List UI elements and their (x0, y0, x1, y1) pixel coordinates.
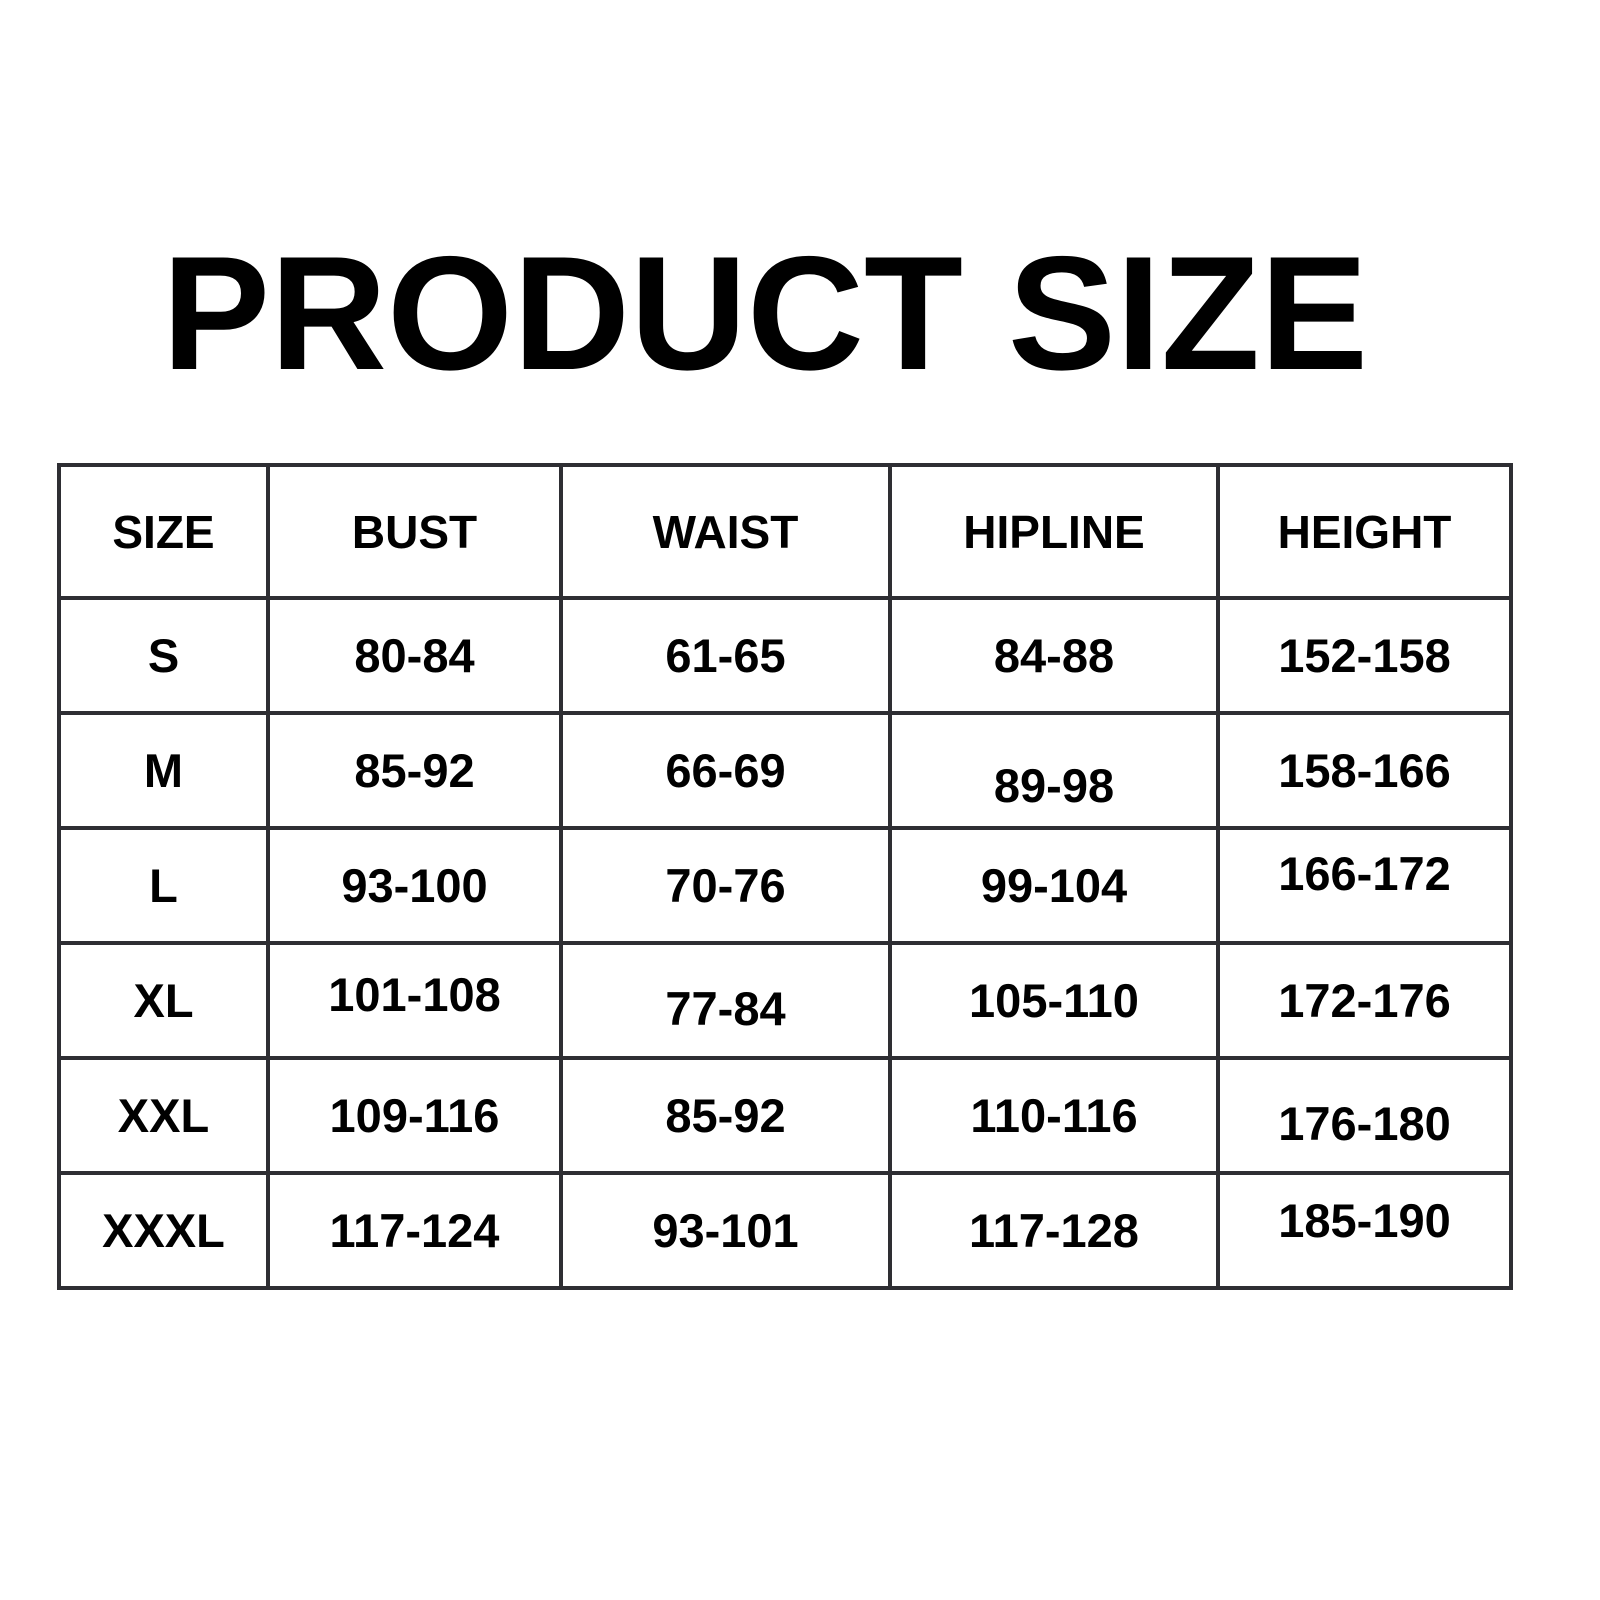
row-l-height: 166-172 (1220, 830, 1509, 941)
row-xl-height-value: 172-176 (1278, 974, 1451, 1027)
row-s-hipline-value: 84-88 (993, 629, 1115, 682)
row-l-hipline-value: 99-104 (980, 859, 1128, 912)
row-s-bust: 80-84 (270, 600, 559, 711)
column-header-waist: WAIST (563, 467, 888, 596)
row-s-waist: 61-65 (563, 600, 888, 711)
row-m-bust: 85-92 (270, 715, 559, 826)
row-l-hipline: 99-104 (892, 830, 1216, 941)
row-s-size: S (61, 600, 266, 711)
row-xl-hipline: 105-110 (892, 945, 1216, 1056)
column-header-hipline-label: HIPLINE (963, 505, 1145, 558)
column-header-bust: BUST (270, 467, 559, 596)
row-m-size-value: M (143, 744, 184, 797)
row-xxxl-hipline: 117-128 (892, 1175, 1216, 1286)
row-xl-waist-value: 77-84 (665, 982, 786, 1035)
row-xxxl-height-value: 185-190 (1278, 1194, 1451, 1247)
row-xxxl-size-value: XXXL (102, 1204, 225, 1257)
page-title: PRODUCT SIZE (161, 223, 1369, 404)
row-xxxl-bust-value: 117-124 (329, 1204, 500, 1257)
column-header-hipline: HIPLINE (892, 467, 1216, 596)
row-xl-hipline-value: 105-110 (969, 974, 1139, 1027)
column-header-height: HEIGHT (1220, 467, 1509, 596)
row-m-height: 158-166 (1220, 715, 1509, 826)
row-l-bust-value: 93-100 (341, 859, 488, 912)
row-xl-bust-value: 101-108 (328, 968, 501, 1021)
row-l-height-value: 166-172 (1278, 847, 1451, 900)
row-m-bust-value: 85-92 (354, 744, 475, 797)
row-xxl-hipline-value: 110-116 (970, 1089, 1138, 1142)
column-header-size-label: SIZE (112, 505, 215, 558)
column-header-waist-label: WAIST (652, 505, 799, 558)
row-xxl-size: XXL (61, 1060, 266, 1171)
row-xl-waist: 77-84 (563, 945, 888, 1056)
row-xl-bust: 101-108 (270, 945, 559, 1056)
row-xxl-size-value: XXL (117, 1089, 210, 1142)
row-xxl-height-value: 176-180 (1278, 1097, 1451, 1150)
row-xxxl-size: XXXL (61, 1175, 266, 1286)
row-xxl-bust-value: 109-116 (329, 1089, 500, 1142)
row-xxxl-bust: 117-124 (270, 1175, 559, 1286)
row-l-bust: 93-100 (270, 830, 559, 941)
row-m-size: M (61, 715, 266, 826)
row-xxl-height: 176-180 (1220, 1060, 1509, 1171)
row-m-waist-value: 66-69 (665, 744, 786, 797)
column-header-height-label: HEIGHT (1277, 505, 1452, 558)
row-xl-size-value: XL (133, 974, 194, 1027)
row-xxxl-waist: 93-101 (563, 1175, 888, 1286)
row-xxl-waist: 85-92 (563, 1060, 888, 1171)
row-s-waist-value: 61-65 (665, 629, 786, 682)
row-l-size: L (61, 830, 266, 941)
row-xl-size: XL (61, 945, 266, 1056)
row-s-bust-value: 80-84 (354, 629, 475, 682)
row-s-hipline: 84-88 (892, 600, 1216, 711)
row-s-size-value: S (147, 629, 180, 682)
row-m-hipline: 89-98 (892, 715, 1216, 826)
row-s-height-value: 152-158 (1278, 629, 1451, 682)
row-l-size-value: L (149, 859, 178, 912)
row-xxxl-hipline-value: 117-128 (969, 1204, 1139, 1257)
row-xl-height: 172-176 (1220, 945, 1509, 1056)
row-m-waist: 66-69 (563, 715, 888, 826)
row-xxl-bust: 109-116 (270, 1060, 559, 1171)
row-xxl-waist-value: 85-92 (665, 1089, 786, 1142)
row-xxxl-waist-value: 93-101 (652, 1204, 799, 1257)
column-header-size: SIZE (61, 467, 266, 596)
product-size-table: SIZE BUST WAIST HIPLINE HEIGHT S 80-84 6… (57, 463, 1513, 1290)
row-l-waist: 70-76 (563, 830, 888, 941)
row-xxxl-height: 185-190 (1220, 1175, 1509, 1286)
row-xxl-hipline: 110-116 (892, 1060, 1216, 1171)
column-header-bust-label: BUST (351, 505, 478, 558)
row-s-height: 152-158 (1220, 600, 1509, 711)
row-m-hipline-value: 89-98 (993, 759, 1115, 812)
row-l-waist-value: 70-76 (665, 859, 786, 912)
row-m-height-value: 158-166 (1278, 744, 1451, 797)
